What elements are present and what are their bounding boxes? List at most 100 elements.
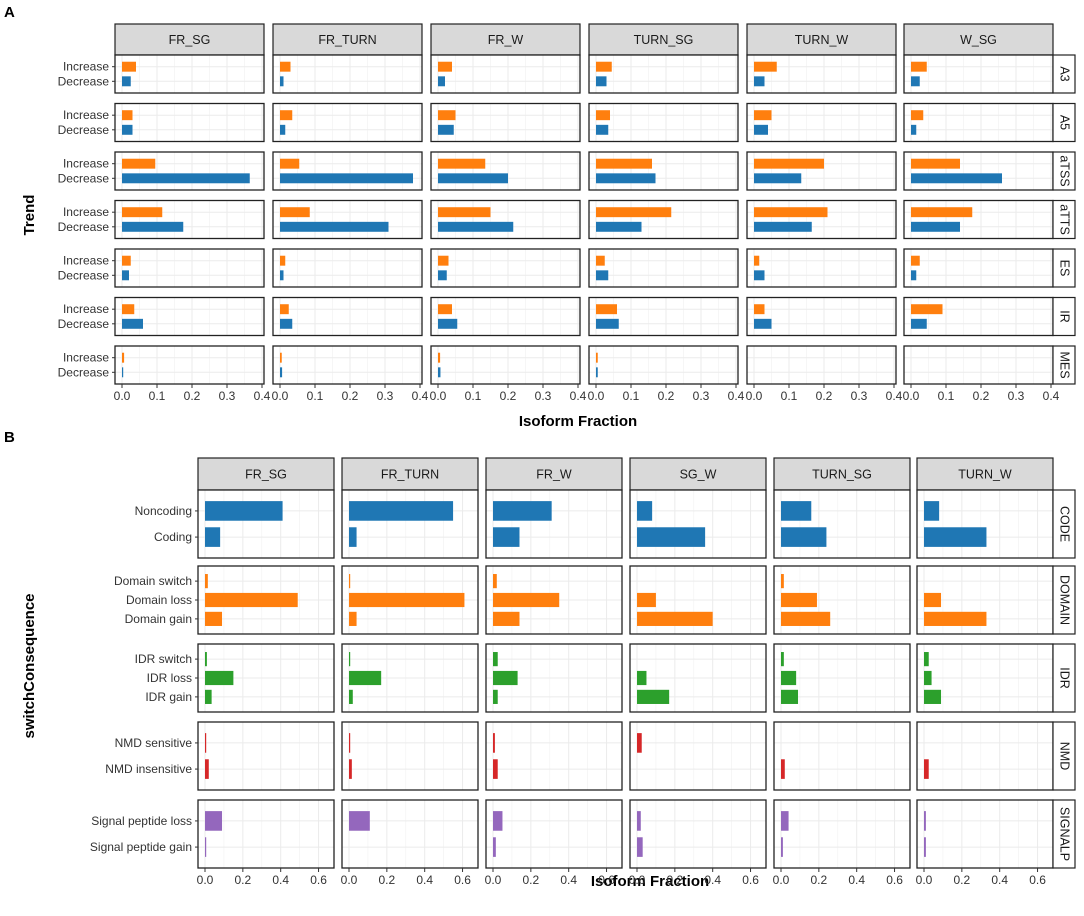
bar-a-es-decrease-turn-sg: [596, 270, 609, 281]
x-tick-label-a: 0.4: [570, 389, 587, 403]
panel-border-b-code-turn-sg: [773, 489, 911, 559]
bar-a-a3-decrease-turn-sg: [596, 76, 607, 87]
category-label-a-es-increase: Increase: [63, 254, 109, 268]
category-label-a-atts-increase: Increase: [63, 205, 109, 219]
panel-bg-a-a5-turn-w: [747, 103, 896, 142]
category-label-a-a3-decrease: Decrease: [58, 74, 110, 88]
bar-a-es-decrease-fr-w: [438, 270, 447, 281]
x-tick-label-b: 0.2: [523, 873, 540, 887]
panel-border-a-ir-fr-sg: [114, 296, 265, 337]
strip-label-a-turn-w: TURN_W: [795, 33, 849, 47]
x-tick-label-b: 0.2: [235, 873, 252, 887]
panel-border-b-code-fr-w: [485, 489, 623, 559]
bar-a-ir-decrease-turn-w: [754, 318, 772, 329]
panel-bg-a-ir-turn-sg: [589, 297, 738, 336]
row-strip-a-es: [1052, 248, 1076, 288]
panel-bg-a-a5-fr-sg: [115, 103, 264, 142]
bar-a-ir-decrease-fr-sg: [122, 318, 143, 329]
x-tick-label-b: 0.0: [485, 873, 502, 887]
x-tick-label-a: 0.0: [746, 389, 763, 403]
bar-a-a5-increase-turn-sg: [596, 110, 610, 121]
x-tick-label-a: 0.1: [938, 389, 955, 403]
x-tick-label-b: 0.2: [379, 873, 396, 887]
x-tick-label-a: 0.2: [184, 389, 201, 403]
category-label-b-idr-idr-gain: IDR gain: [145, 690, 192, 704]
x-tick-label-a: 0.1: [307, 389, 324, 403]
x-tick-label-a: 0.2: [816, 389, 833, 403]
bar-b-code-coding-sg-w: [637, 527, 706, 547]
strip-a-fr-sg: [114, 23, 265, 56]
bar-b-nmd-nmd-insensitive-fr-turn: [349, 759, 352, 779]
panel-border-a-a5-turn-w: [746, 102, 897, 143]
bar-a-a5-decrease-fr-w: [438, 124, 454, 135]
x-tick-label-a: 0.0: [272, 389, 289, 403]
bar-b-code-noncoding-fr-w: [493, 501, 552, 521]
panel-bg-a-a3-turn-sg: [589, 55, 738, 93]
panel-border-a-ir-turn-w: [746, 296, 897, 337]
panel-bg-b-nmd-fr-sg: [198, 722, 334, 790]
strip-label-a-turn-sg: TURN_SG: [634, 33, 694, 47]
panel-bg-b-code-fr-turn: [342, 490, 478, 558]
bar-b-domain-domain-loss-sg-w: [637, 592, 656, 608]
bar-b-code-coding-fr-sg: [205, 527, 221, 547]
bar-a-es-decrease-fr-turn: [280, 270, 284, 281]
bar-a-es-decrease-w-sg: [911, 270, 917, 281]
bar-a-a5-increase-turn-w: [754, 110, 772, 121]
panel-b-y-axis-title: switchConsequence: [21, 593, 38, 738]
x-tick-label-b: 0.6: [598, 873, 615, 887]
panel-b-tag: B: [4, 429, 15, 446]
panel-a-chart: FR_SG FR_TURN FR_W TURN_SG TURN_W W_SG Increas…: [58, 23, 1076, 403]
bar-b-nmd-nmd-insensitive-turn-w: [924, 759, 929, 779]
panel-border-b-domain-sg-w: [629, 565, 767, 635]
bar-a-ir-decrease-turn-sg: [596, 318, 619, 329]
bar-b-idr-idr-loss-turn-sg: [781, 670, 797, 686]
bar-a-es-increase-w-sg: [911, 255, 920, 266]
row-strip-b-domain: [1052, 565, 1076, 635]
panel-bg-b-nmd-turn-w: [917, 722, 1053, 790]
row-strip-label-a-es: ES: [1058, 260, 1072, 277]
bar-a-a3-decrease-fr-sg: [122, 76, 131, 87]
panel-border-b-idr-sg-w: [629, 643, 767, 713]
x-tick-label-a: 0.2: [973, 389, 990, 403]
bar-a-es-increase-fr-sg: [122, 255, 131, 266]
panel-border-a-es-turn-w: [746, 248, 897, 288]
strip-label-b-turn-sg: TURN_SG: [812, 468, 872, 482]
panel-border-a-es-turn-sg: [588, 248, 739, 288]
bar-b-domain-domain-gain-sg-w: [637, 611, 713, 626]
strip-b-turn-sg: [773, 457, 911, 491]
panel-bg-a-ir-fr-w: [431, 297, 580, 336]
bar-a-a3-decrease-fr-w: [438, 76, 445, 87]
strip-label-a-fr-w: FR_W: [488, 33, 524, 47]
bar-a-a3-increase-fr-turn: [280, 61, 291, 72]
x-tick-label-a: 0.3: [1008, 389, 1025, 403]
x-tick-label-a: 0.4: [728, 389, 745, 403]
bar-a-atss-increase-w-sg: [911, 158, 960, 169]
category-label-a-es-decrease: Decrease: [58, 268, 110, 282]
panel-border-a-ir-turn-sg: [588, 296, 739, 337]
x-tick-label-a: 0.4: [412, 389, 429, 403]
row-strip-a-atts: [1052, 199, 1076, 240]
panel-border-b-nmd-fr-sg: [197, 721, 335, 791]
panel-bg-a-es-turn-sg: [589, 249, 738, 287]
row-strip-label-a-mes: MES: [1058, 351, 1072, 378]
x-tick-label-a: 0.4: [254, 389, 271, 403]
panel-bg-a-atss-turn-sg: [589, 152, 738, 190]
panel-bg-a-a5-fr-turn: [273, 103, 422, 142]
x-tick-label-b: 0.6: [1029, 873, 1046, 887]
category-label-a-atts-decrease: Decrease: [58, 220, 110, 234]
row-strip-label-a-a5: A5: [1058, 115, 1072, 130]
bar-b-idr-idr-gain-fr-turn: [349, 689, 353, 704]
panel-bg-b-nmd-fr-turn: [342, 722, 478, 790]
x-tick-label-a: 0.1: [149, 389, 166, 403]
bar-b-signalp-signal-peptide-loss-turn-w: [924, 811, 926, 831]
x-tick-label-a: 0.3: [851, 389, 868, 403]
x-tick-label-b: 0.2: [954, 873, 971, 887]
panel-border-b-idr-fr-w: [485, 643, 623, 713]
row-strip-a-a5: [1052, 102, 1076, 143]
panel-bg-a-atss-fr-turn: [273, 152, 422, 190]
x-tick-label-a: 0.3: [377, 389, 394, 403]
panel-a-x-axis-title: Isoform Fraction: [519, 413, 637, 430]
bar-a-atts-decrease-w-sg: [911, 221, 960, 232]
panel-border-a-atts-fr-sg: [114, 199, 265, 240]
strip-label-b-turn-w: TURN_W: [958, 468, 1012, 482]
